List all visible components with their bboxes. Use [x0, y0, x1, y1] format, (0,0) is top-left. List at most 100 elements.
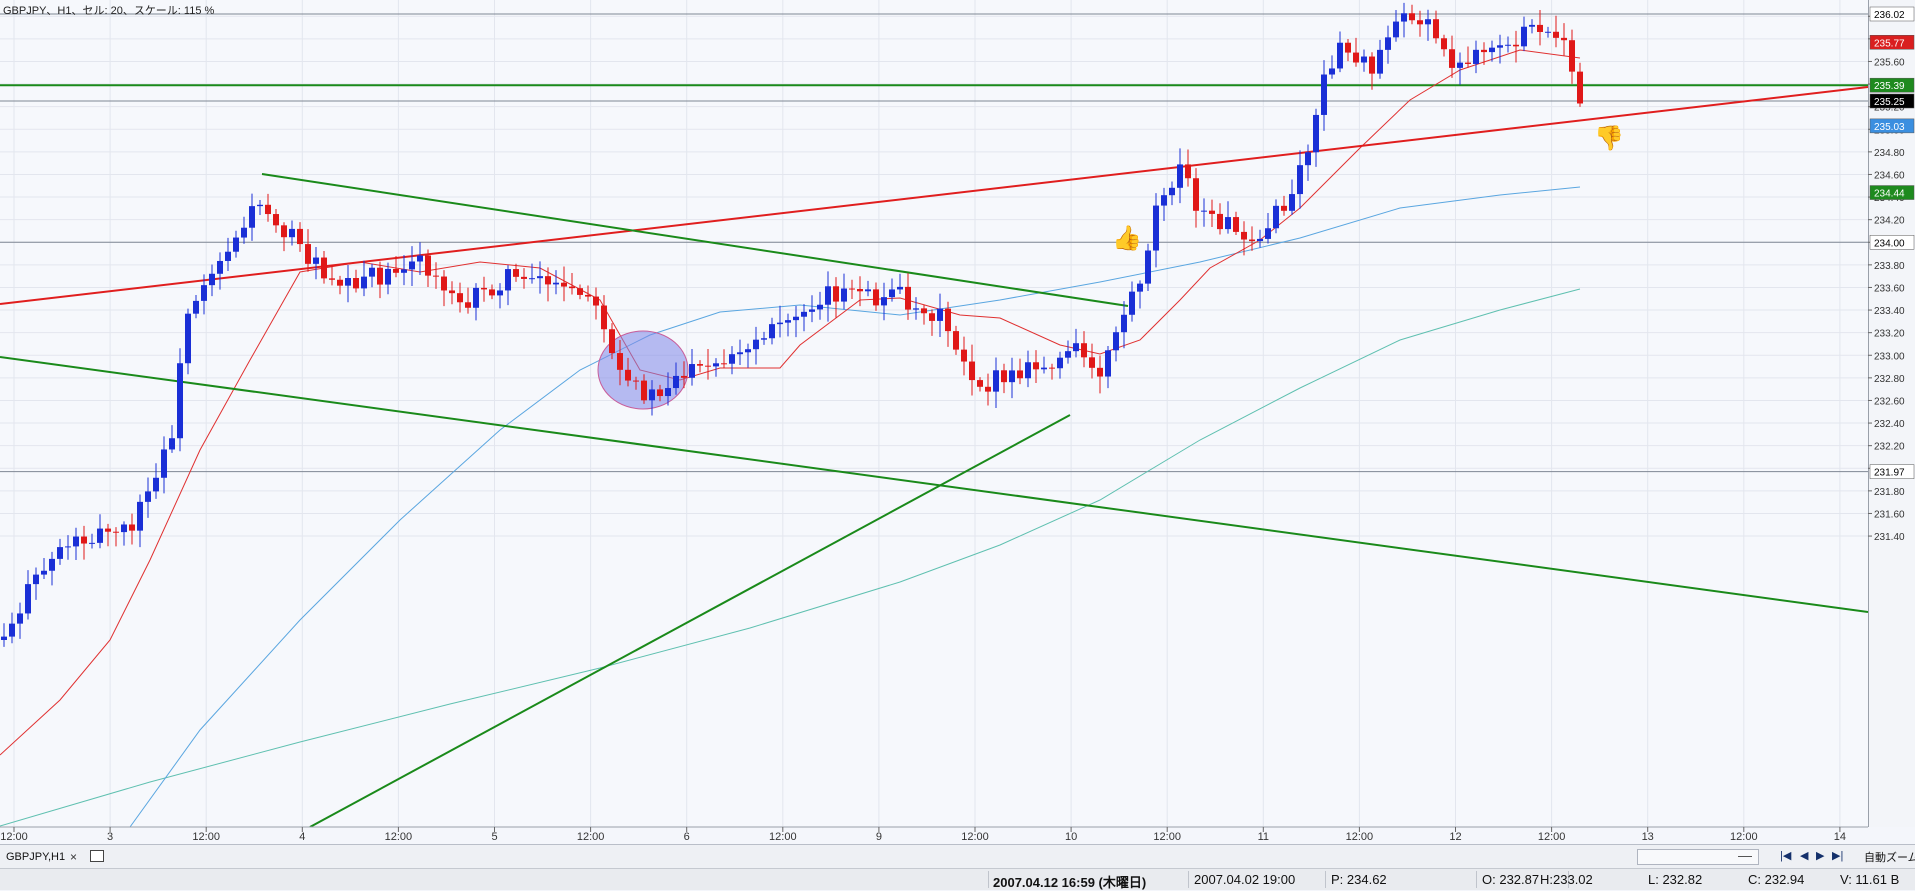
- candle-body: [137, 501, 143, 531]
- chart-title: GBPJPY、H1、セル: 20、スケール: 115 %: [3, 5, 215, 17]
- candle-body: [345, 278, 351, 286]
- candle-body: [1161, 195, 1167, 206]
- candle-body: [465, 302, 471, 308]
- price-badge-label: 235.25: [1874, 97, 1905, 108]
- candle-body: [769, 324, 775, 339]
- candle-body: [801, 311, 807, 317]
- candle-body: [441, 276, 447, 291]
- zoom-scrollbar-thumb[interactable]: [1738, 856, 1752, 857]
- time-tick-label: 14: [1834, 831, 1846, 843]
- candle-body: [673, 375, 679, 389]
- price-tick-label: 232.40: [1874, 419, 1905, 430]
- price-tick-label: 233.80: [1874, 261, 1905, 272]
- candle-body: [1169, 187, 1175, 196]
- candle-body: [473, 287, 479, 308]
- candle-body: [1001, 370, 1007, 383]
- time-tick-label: 13: [1642, 831, 1654, 843]
- candle-body: [97, 528, 103, 543]
- time-tick-label: 9: [876, 831, 882, 843]
- candle-body: [705, 365, 711, 367]
- candle-body: [1481, 49, 1487, 53]
- candle-body: [1073, 343, 1079, 352]
- candle-body: [1025, 362, 1031, 379]
- candle-body: [1337, 42, 1343, 69]
- status-price: P: 234.62: [1331, 872, 1387, 887]
- close-icon[interactable]: ×: [70, 850, 78, 864]
- candle-body: [321, 257, 327, 279]
- candle-body: [1097, 367, 1103, 377]
- candle-body: [449, 290, 455, 294]
- candle-body: [185, 313, 191, 364]
- time-tick-label: 12:00: [1153, 831, 1181, 843]
- time-tick-label: 12:00: [1346, 831, 1374, 843]
- chart-canvas: 👍👎236.00235.80235.60235.40235.20235.0023…: [0, 0, 1915, 843]
- price-axis[interactable]: [1868, 0, 1915, 827]
- price-tick-label: 233.00: [1874, 351, 1905, 362]
- candle-body: [1401, 13, 1407, 22]
- candle-body: [489, 289, 495, 296]
- candle-body: [113, 531, 119, 533]
- candle-body: [585, 294, 591, 297]
- price-tick-label: 232.80: [1874, 374, 1905, 385]
- time-tick-label: 12:00: [385, 831, 413, 843]
- rising-trendline-green: [309, 414, 1071, 827]
- price-badge-label: 236.02: [1874, 10, 1905, 21]
- candle-body: [1577, 71, 1583, 104]
- time-tick-label: 5: [491, 831, 497, 843]
- price-badge: [1869, 118, 1915, 134]
- time-tick-label: 6: [684, 831, 690, 843]
- candle-body: [1201, 210, 1207, 212]
- candle-body: [857, 289, 863, 292]
- candle-body: [65, 546, 71, 548]
- price-badge: [1869, 464, 1915, 479]
- chart-area[interactable]: [0, 0, 1868, 827]
- price-tick-label: 231.80: [1874, 487, 1905, 498]
- candle-body: [641, 380, 647, 401]
- first-page-icon[interactable]: |◀: [1780, 850, 1792, 862]
- chart-tab[interactable]: GBPJPY,H1: [6, 851, 66, 863]
- time-tick-label: 12:00: [769, 831, 797, 843]
- time-tick-label: 12: [1449, 831, 1461, 843]
- price-tick-label: 231.60: [1874, 509, 1905, 520]
- candle-body: [193, 300, 199, 314]
- zoom-scrollbar[interactable]: [1637, 849, 1759, 865]
- auto-zoom-button[interactable]: 自動ズーム: [1864, 852, 1915, 864]
- status-bar: 2007.04.12 16:59 (木曜日) 2007.04.02 19:00 …: [0, 868, 1915, 890]
- candle-body: [401, 269, 407, 273]
- candle-body: [777, 322, 783, 325]
- thumbs-up-icon: 👍: [1112, 224, 1142, 252]
- candle-body: [1065, 351, 1071, 358]
- candle-body: [1321, 74, 1327, 115]
- time-tick-label: 12:00: [577, 831, 605, 843]
- candle-body: [1281, 205, 1287, 211]
- candle-body: [1049, 367, 1055, 369]
- candle-body: [129, 524, 135, 531]
- candle-body: [1225, 217, 1231, 230]
- candle-body: [273, 214, 279, 226]
- candle-body: [393, 268, 399, 273]
- prev-icon[interactable]: ◀: [1800, 850, 1809, 862]
- candle-body: [1569, 40, 1575, 72]
- candle-body: [1545, 31, 1551, 33]
- time-tick-label: 12:00: [1538, 831, 1566, 843]
- candle-body: [929, 313, 935, 321]
- candle-body: [409, 261, 415, 270]
- candle-body: [41, 570, 47, 575]
- next-icon[interactable]: ▶: [1816, 850, 1825, 862]
- candle-body: [145, 491, 151, 502]
- window-icon[interactable]: [90, 850, 104, 862]
- last-page-icon[interactable]: ▶|: [1832, 850, 1844, 862]
- candle-body: [569, 286, 575, 289]
- candle-body: [841, 288, 847, 302]
- price-badge-label: 235.77: [1874, 38, 1905, 49]
- candle-body: [481, 287, 487, 290]
- candle-body: [1313, 114, 1319, 153]
- price-badge-label: 234.44: [1874, 189, 1905, 200]
- price-badge: [1869, 235, 1915, 250]
- candle-body: [713, 363, 719, 367]
- candle-body: [681, 375, 687, 378]
- candle-body: [1361, 56, 1367, 63]
- candle-body: [297, 228, 303, 245]
- chart-tab-bar: GBPJPY,H1 × |◀ ◀ ▶ ▶| 自動ズーム: [0, 844, 1915, 869]
- price-badge: [1869, 77, 1915, 93]
